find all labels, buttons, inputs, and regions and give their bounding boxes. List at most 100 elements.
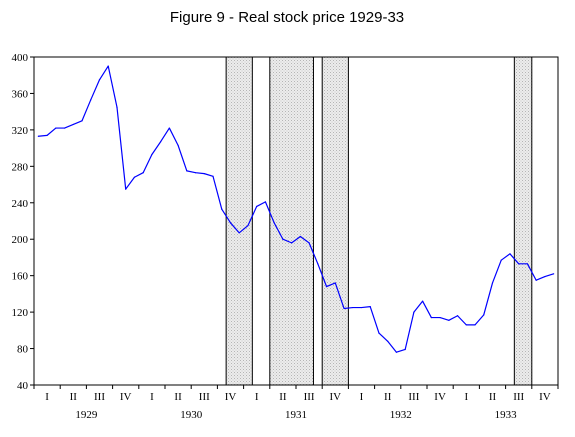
data-point [55,127,57,129]
data-point [125,188,127,190]
data-point [63,127,66,129]
data-point [317,263,319,265]
quarter-label: I [360,391,364,403]
data-point [142,172,144,174]
data-point [72,123,74,126]
data-point [160,141,162,143]
year-label: 1932 [390,409,412,421]
shaded-period [513,56,533,386]
data-point [203,173,205,175]
quarter-label: III [94,391,105,403]
data-point [221,208,223,210]
y-tick-label: 160 [12,271,29,283]
data-point [352,306,354,309]
quarter-label: II [489,391,497,403]
data-point [526,263,529,265]
y-tick-label: 360 [12,88,29,100]
data-point [151,153,153,156]
data-point [518,263,520,265]
data-point [387,340,389,342]
quarter-label: IV [120,391,132,403]
y-tick-label: 320 [12,125,29,137]
quarter-label: I [464,391,468,403]
y-tick-label: 240 [12,198,29,210]
recession-shading [225,56,533,386]
series-line [38,65,554,353]
data-point [483,314,485,316]
quarter-label: III [304,391,315,403]
year-label: 1933 [495,409,518,421]
series-layer [37,65,555,353]
quarter-label: IV [434,391,446,403]
data-point [194,172,197,174]
y-tick-label: 400 [12,52,29,64]
y-tick-label: 280 [12,161,29,173]
quarter-label: II [384,391,392,403]
data-point [422,300,424,302]
data-point [90,99,92,101]
data-point [282,238,284,240]
data-point [325,286,328,288]
shaded-period [225,56,253,386]
data-point [334,282,336,284]
data-point [247,224,249,227]
data-point [369,306,371,308]
data-point [46,134,48,136]
data-point [395,351,398,353]
data-point [186,170,188,172]
y-tick-label: 80 [17,344,29,356]
data-point [168,127,170,129]
quarter-label: IV [539,391,551,403]
year-label: 1931 [285,409,307,421]
data-point [500,259,502,261]
data-point [404,348,406,351]
quarter-label: I [150,391,154,403]
data-point [37,135,39,137]
data-point [448,319,450,321]
data-point [343,307,345,310]
data-point [456,315,459,317]
data-point [238,232,240,234]
quarter-label: III [513,391,524,403]
shaded-period [269,56,314,386]
data-point [291,242,293,244]
quarter-label: II [174,391,182,403]
data-point [98,79,101,81]
data-point [474,324,476,326]
shaded-period [321,56,349,386]
quarter-label: II [279,391,287,403]
data-point [107,65,109,67]
data-point [116,106,118,108]
y-tick-label: 40 [17,380,29,392]
data-point [133,176,136,178]
year-label: 1929 [75,409,98,421]
y-tick-label: 120 [12,307,29,319]
data-point [273,222,275,224]
data-point [256,205,258,208]
y-tick-label: 200 [12,234,29,246]
quarter-label: IV [225,391,237,403]
year-label: 1930 [180,409,203,421]
data-point [553,273,555,275]
quarter-label: III [199,391,210,403]
data-point [299,235,301,238]
data-point [430,316,432,319]
data-point [229,222,232,224]
quarter-label: I [255,391,259,403]
quarter-label: III [408,391,419,403]
data-point [413,311,415,313]
data-point [465,324,467,326]
data-point [360,306,363,309]
data-point [378,332,380,334]
quarter-label: IV [329,391,341,403]
plot-frame [33,56,559,386]
data-point [308,242,310,244]
quarter-label: II [70,391,78,403]
data-point [491,282,494,284]
data-point [439,316,441,319]
quarter-label: I [45,391,49,403]
data-point [509,253,511,255]
data-point [177,144,179,146]
